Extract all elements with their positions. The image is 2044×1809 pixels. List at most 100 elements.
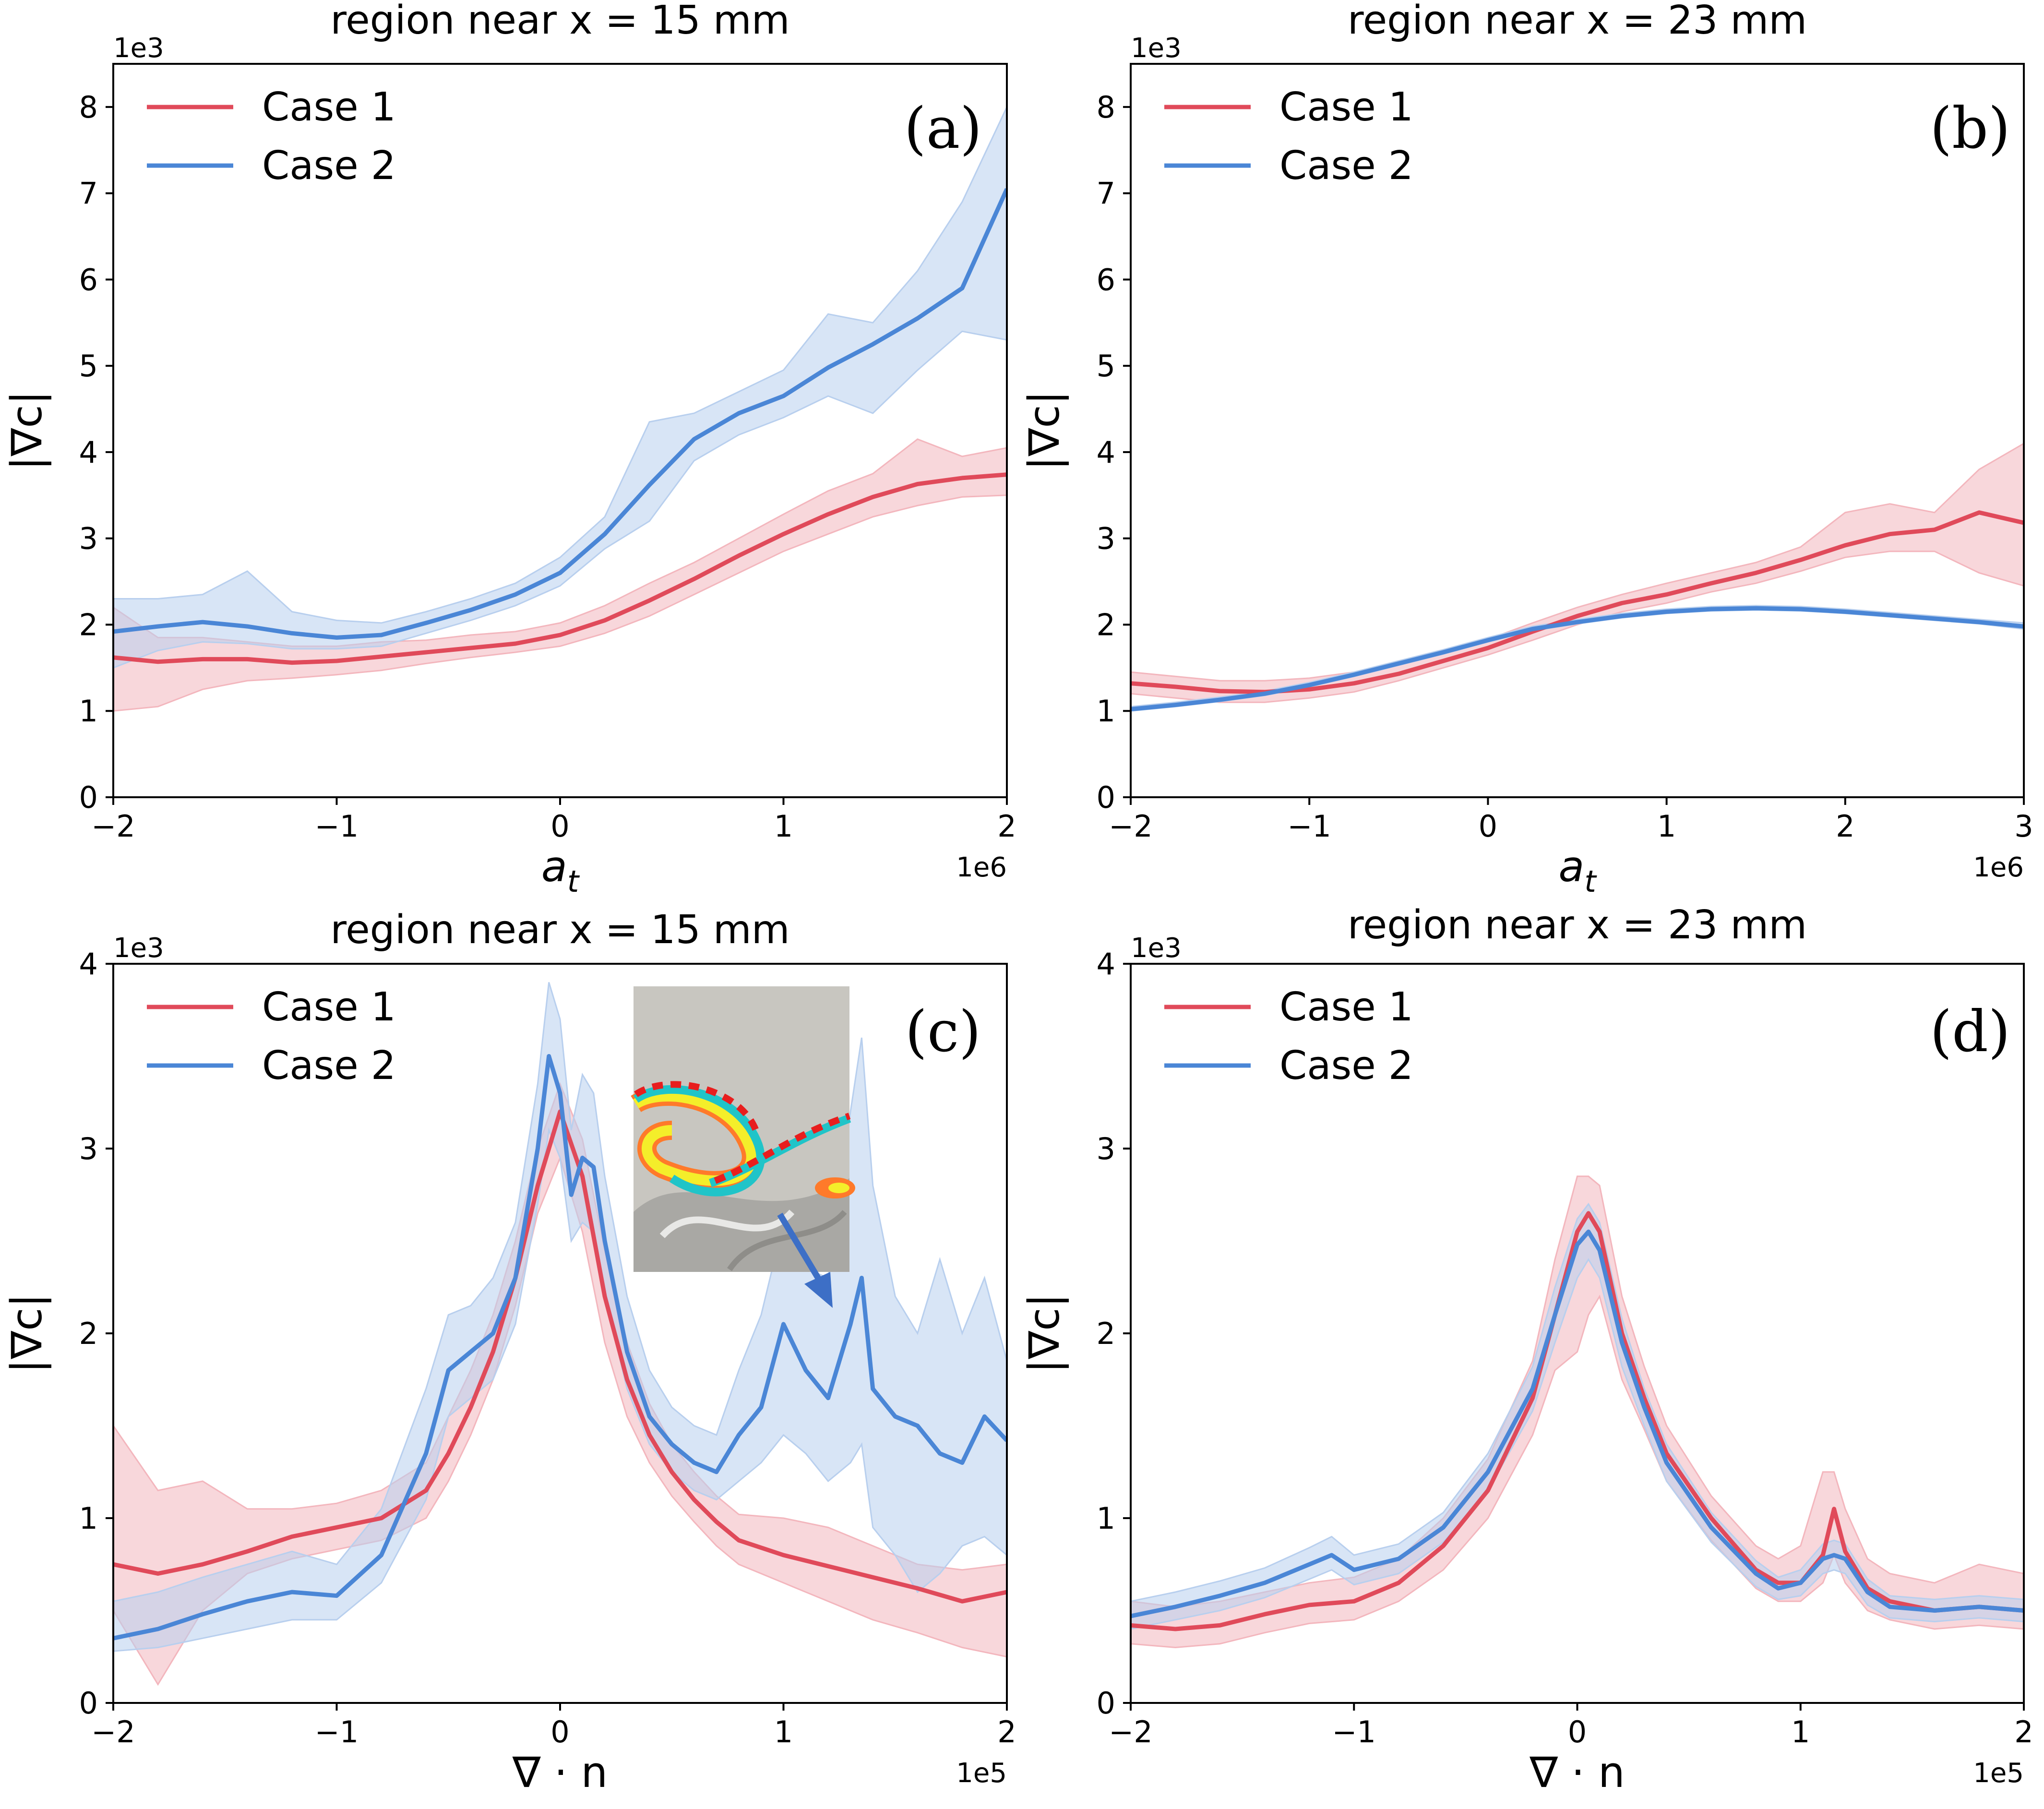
y-tick-label: 3 <box>1097 1131 1115 1166</box>
y-tick-label: 2 <box>1097 1316 1115 1351</box>
legend-label-1: Case 1 <box>1279 984 1413 1030</box>
y-tick-label: 8 <box>79 90 98 125</box>
x-multiplier: 1e5 <box>956 1758 1007 1789</box>
axes-frame-b <box>1130 63 2025 798</box>
x-tick-label: 3 <box>2014 809 2033 844</box>
y-tick-label: 7 <box>1097 176 1115 211</box>
x-tick-label: 2 <box>997 809 1016 844</box>
legend-label-1: Case 1 <box>1279 84 1413 130</box>
x-tick-label: −1 <box>1287 809 1331 844</box>
x-tick-label: 0 <box>550 809 569 844</box>
legend-label-2: Case 2 <box>1279 143 1413 189</box>
y-tick-label: 2 <box>79 607 98 642</box>
panel-tag: (c) <box>905 998 981 1065</box>
x-tick-label: 1 <box>774 809 793 844</box>
y-tick-label: 6 <box>79 262 98 297</box>
plot-area-a <box>113 107 1007 712</box>
y-tick-label: 1 <box>79 1501 98 1536</box>
y-tick-label: 5 <box>1097 348 1115 383</box>
x-tick-label: 1 <box>1791 1714 1810 1749</box>
band-b-series-1 <box>1131 443 2024 703</box>
panel-c: −2 −1 0 1 2 0 1 2 3 4 1e3 1e5 region near x = 15 mm (… <box>2 907 1016 1797</box>
y-tick-label: 4 <box>1097 946 1115 982</box>
y-axis-label: |∇c| <box>1019 1294 1069 1374</box>
panel-a: −2 −1 0 1 2 0 1 2 3 4 5 6 7 8 1e3 1e6 region near x = 15… <box>2 0 1016 899</box>
x-tick-label: 2 <box>997 1714 1016 1749</box>
x-tick-label: −2 <box>1109 809 1152 844</box>
y-tick-label: 2 <box>79 1316 98 1351</box>
x-tick-label: −1 <box>1332 1714 1376 1749</box>
legend-label-1: Case 1 <box>262 84 396 130</box>
x-tick-label: 1 <box>1657 809 1676 844</box>
y-tick-label: 6 <box>1097 262 1115 297</box>
y-tick-label: 4 <box>79 435 98 470</box>
line-d-series-1 <box>1131 1211 2024 1631</box>
x-tick-label: 0 <box>1568 1714 1587 1749</box>
x-axis-label: at <box>1558 842 1597 899</box>
inset-image <box>631 986 855 1272</box>
legend-label-2: Case 2 <box>262 143 396 189</box>
x-tick-label: −1 <box>315 1714 359 1749</box>
y-tick-label: 1 <box>1097 694 1115 729</box>
band-a-series-2 <box>113 107 1007 669</box>
y-axis-label: |∇c| <box>1019 391 1069 471</box>
y-tick-label: 5 <box>79 348 98 383</box>
y-multiplier: 1e3 <box>113 933 164 964</box>
y-tick-label: 4 <box>79 946 98 982</box>
y-axis-label: |∇c| <box>2 1294 52 1374</box>
chart-title: region near x = 15 mm <box>330 907 789 953</box>
plot-area-c <box>113 982 1007 1686</box>
x-tick-label: 0 <box>1479 809 1497 844</box>
x-multiplier: 1e6 <box>956 852 1007 883</box>
plot-area-b <box>1131 443 2024 712</box>
y-multiplier: 1e3 <box>1131 33 1182 64</box>
panel-d: −2 −1 0 1 2 0 1 2 3 4 1e3 1e5 region near x = 23 mm (… <box>1019 902 2033 1797</box>
x-tick-label: 2 <box>2014 1714 2033 1749</box>
line-c-series-2 <box>113 1054 1007 1641</box>
y-multiplier: 1e3 <box>1131 933 1182 964</box>
line-a-series-2 <box>113 188 1007 640</box>
y-tick-label: 4 <box>1097 435 1115 470</box>
chart-title: region near x = 15 mm <box>330 0 789 43</box>
x-axis-label: at <box>541 842 580 899</box>
y-tick-label: 1 <box>79 694 98 729</box>
y-tick-label: 1 <box>1097 1501 1115 1536</box>
y-tick-label: 0 <box>79 1686 98 1721</box>
x-tick-label: 2 <box>1836 809 1854 844</box>
y-tick-label: 7 <box>79 176 98 211</box>
x-tick-label: −2 <box>91 1714 135 1749</box>
inset-arrow-head <box>804 1272 833 1308</box>
y-tick-label: 0 <box>1097 780 1115 815</box>
panel-tag: (d) <box>1930 998 2010 1065</box>
x-tick-label: −1 <box>315 809 359 844</box>
y-multiplier: 1e3 <box>113 33 164 64</box>
line-c-series-1 <box>113 1109 1007 1604</box>
axes-frame-a <box>112 63 1008 798</box>
y-tick-label: 0 <box>1097 1686 1115 1721</box>
legend-label-2: Case 2 <box>262 1043 396 1089</box>
x-tick-label: 0 <box>550 1714 569 1749</box>
chart-title: region near x = 23 mm <box>1348 902 1807 948</box>
x-tick-label: 1 <box>774 1714 793 1749</box>
x-tick-label: −2 <box>1109 1714 1152 1749</box>
line-a-series-1 <box>113 472 1007 665</box>
band-a-series-1 <box>113 438 1007 712</box>
y-tick-label: 2 <box>1097 607 1115 642</box>
legend-label-1: Case 1 <box>262 984 396 1030</box>
inset-arrow <box>777 1212 826 1288</box>
y-axis-label: |∇c| <box>2 391 52 471</box>
y-tick-label: 3 <box>1097 521 1115 556</box>
y-tick-label: 3 <box>79 521 98 556</box>
panel-b: −2 −1 0 1 2 3 0 1 2 3 4 5 6 7 8 1e3 1e6 region near x = 2… <box>1019 0 2033 899</box>
y-tick-label: 3 <box>79 1131 98 1166</box>
y-tick-label: 8 <box>1097 90 1115 125</box>
plot-area-d <box>1131 1175 2024 1649</box>
x-axis-label: ∇ · n <box>512 1748 608 1797</box>
panel-tag: (a) <box>904 95 982 161</box>
band-d-series-2 <box>1131 1202 2024 1630</box>
line-b-series-2 <box>1131 606 2024 712</box>
x-multiplier: 1e6 <box>1973 852 2024 883</box>
x-multiplier: 1e5 <box>1973 1758 2024 1789</box>
x-axis-label: ∇ · n <box>1529 1748 1625 1797</box>
